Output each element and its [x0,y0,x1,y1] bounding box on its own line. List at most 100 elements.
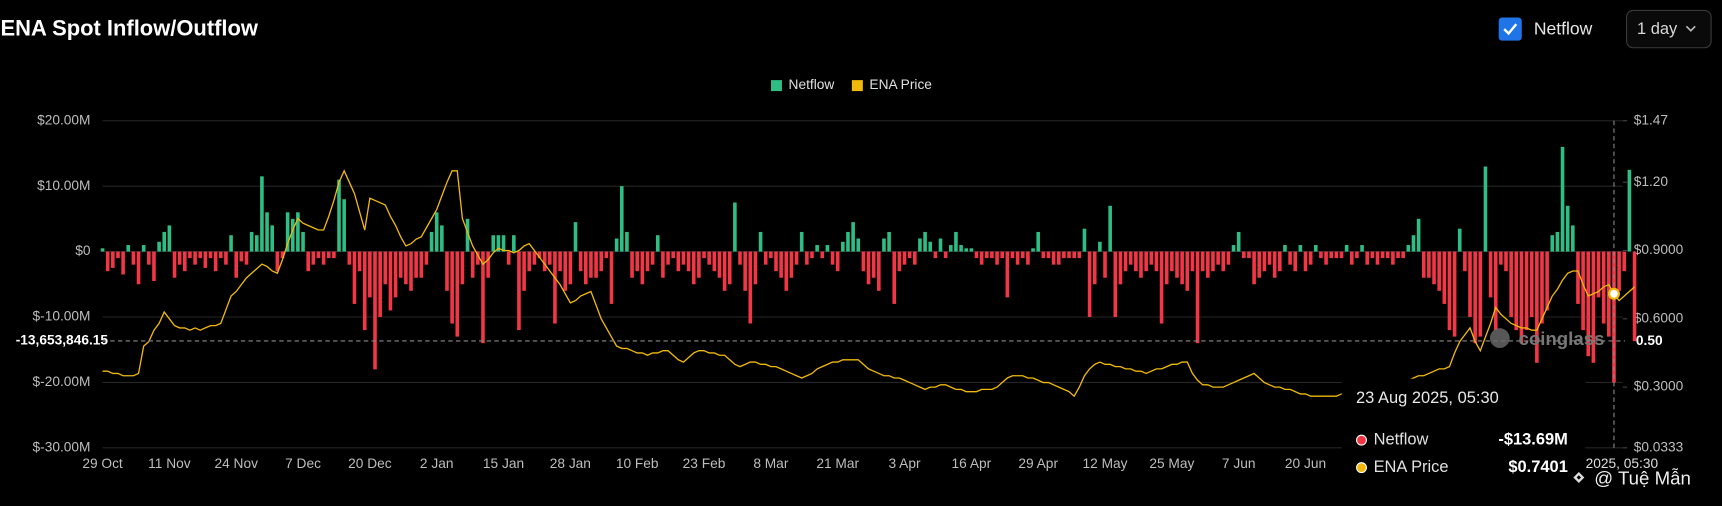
bar [789,251,794,278]
bar [918,238,922,252]
watermark-icon [1489,328,1510,348]
bar [1493,251,1498,331]
bar [1447,251,1452,331]
bar [105,251,110,272]
bar [1134,251,1138,272]
bar [136,251,141,285]
tooltip-box [1341,378,1586,489]
bar [1056,251,1061,265]
bar [676,251,681,272]
bar [131,251,136,265]
bar [1278,251,1282,272]
select-box[interactable] [1626,9,1712,49]
bar [573,222,578,252]
bar [429,231,434,252]
bar [126,245,131,252]
y2-tick-label: $0.9000 [1634,242,1684,257]
bar [835,251,840,272]
y-tick-label: $20.00M [37,112,90,127]
bar [1596,251,1601,298]
bar [691,251,696,285]
bar [316,251,321,259]
bar [861,251,866,272]
bar [892,251,897,304]
select-value[interactable]: 1 day [1637,20,1678,38]
tooltip-dot [1356,462,1367,474]
x-tick-label: 21 Mar [816,456,859,471]
bar [1627,169,1632,252]
bar [198,251,203,259]
bar [517,251,521,331]
bar [707,251,711,265]
bar [902,251,907,265]
bar [1180,251,1184,285]
bar [1524,251,1529,331]
bar [1288,251,1292,265]
bar [856,238,861,252]
checkbox[interactable] [1498,17,1522,41]
bar [635,251,639,272]
bar [1427,251,1431,278]
bar [1442,251,1447,304]
bar [1319,251,1323,259]
bar [1380,251,1385,259]
bar [188,251,192,259]
bar [1303,251,1308,272]
bar [218,251,223,259]
x-tick-label: 20 Dec [348,456,392,471]
bar [558,251,562,272]
bar [686,251,691,272]
bar [100,248,105,252]
interval-select[interactable]: 1 day [1626,9,1712,49]
bar [1108,205,1112,252]
bar [743,251,747,291]
bar [368,251,372,298]
bar [157,241,161,252]
bar [1000,251,1004,259]
bar [229,235,233,252]
netflow-toggle[interactable]: Netflow [1498,17,1593,41]
bar [311,251,316,265]
bar [1087,251,1092,317]
bar [933,251,938,259]
bar [352,251,357,304]
bar [1473,251,1477,344]
bar [1103,251,1107,278]
bar [1355,251,1359,259]
bar [1504,251,1508,272]
x-tick-label: 7 Jun [1222,456,1256,471]
bar [604,251,609,259]
bar [1452,251,1457,337]
bar [1560,146,1565,252]
bar [1622,251,1627,272]
x-tick-label: 10 Feb [616,456,659,471]
bar [913,251,917,265]
bar [409,251,413,291]
y-tick-label: $10.00M [37,178,90,193]
bar [784,251,789,291]
bar [1406,245,1411,252]
bar [1010,251,1015,259]
bar [1324,251,1328,265]
bar [1139,251,1143,278]
bar [1211,251,1215,272]
watermark-text: coinglass [1518,328,1604,349]
x-tick-label: 7 Dec [285,456,321,471]
bar [671,251,675,259]
toggle-label[interactable]: Netflow [1534,18,1593,38]
bar [650,251,655,265]
bar [393,251,398,298]
bar [1267,251,1272,265]
bar [763,251,768,265]
bar [995,251,999,265]
bar [1483,166,1488,252]
bar [959,245,963,252]
bar [1242,251,1246,259]
bar [1005,251,1010,298]
bar [830,251,835,265]
tooltip-value: -$13.69M [1498,430,1568,448]
bar [1283,245,1287,252]
bar [1519,251,1524,344]
bar [1334,251,1339,259]
